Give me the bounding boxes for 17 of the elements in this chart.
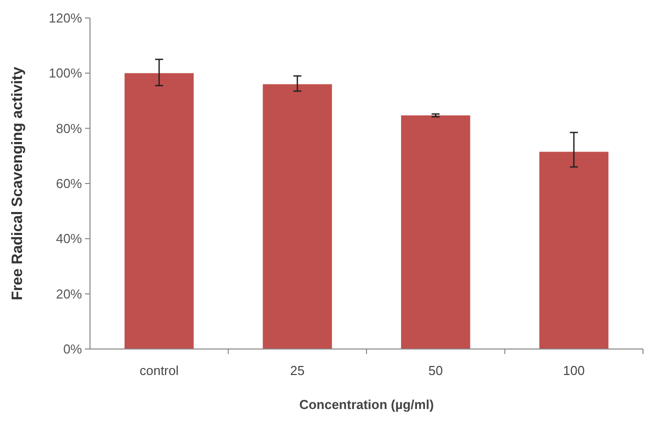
y-tick-label: 100%	[48, 66, 82, 81]
bar	[401, 115, 470, 349]
bar	[124, 73, 194, 349]
y-tick-label: 120%	[48, 10, 82, 26]
x-tick-label: 100	[563, 363, 585, 378]
y-tick-label: 60%	[56, 176, 82, 192]
bar	[539, 152, 608, 349]
y-tick-label: 80%	[56, 120, 82, 136]
x-tick-label: 25	[290, 363, 305, 378]
bar	[262, 84, 332, 349]
x-tick-label: control	[140, 363, 179, 378]
y-tick-label: 20%	[56, 286, 82, 302]
y-tick-label: 0%	[63, 342, 82, 357]
x-axis-title: Concentration (µg/ml)	[299, 397, 434, 412]
y-tick-label: 40%	[56, 231, 82, 246]
x-tick-label: 50	[428, 363, 443, 378]
y-axis-title: Free Radical Scavenging activity	[9, 66, 26, 300]
